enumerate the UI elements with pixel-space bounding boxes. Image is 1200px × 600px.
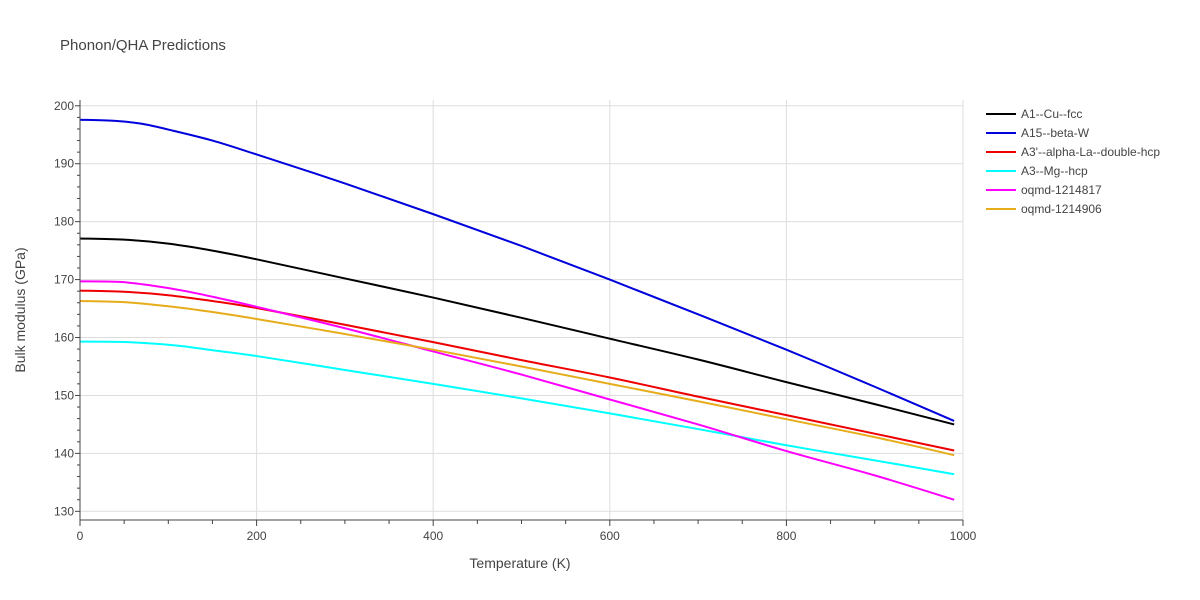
series-line-5[interactable] — [79, 300, 955, 457]
legend-label: A1--Cu--fcc — [1021, 107, 1082, 121]
y-tick-label: 150 — [54, 388, 74, 402]
plot-area — [79, 118, 955, 501]
y-tick-label: 170 — [54, 273, 74, 287]
legend-label: A15--beta-W — [1021, 126, 1090, 140]
y-tick-label: 190 — [54, 157, 74, 171]
x-axis-title: Temperature (K) — [469, 555, 570, 571]
y-tick-label: 160 — [54, 331, 74, 345]
legend-label: oqmd-1214817 — [1021, 183, 1102, 197]
legend-item-2[interactable]: A3'--alpha-La--double-hcp — [986, 145, 1160, 159]
legend-label: A3'--alpha-La--double-hcp — [1021, 145, 1160, 159]
legend-label: A3--Mg--hcp — [1021, 164, 1088, 178]
series-line-4[interactable] — [79, 280, 955, 501]
legend-item-0[interactable]: A1--Cu--fcc — [986, 107, 1082, 121]
series-line-1[interactable] — [79, 118, 955, 422]
legend-item-1[interactable]: A15--beta-W — [986, 126, 1090, 140]
series-line-3[interactable] — [79, 340, 955, 476]
series-line-2[interactable] — [79, 289, 955, 452]
grid-lines — [80, 100, 964, 520]
legend-label: oqmd-1214906 — [1021, 202, 1102, 216]
legend-item-4[interactable]: oqmd-1214817 — [986, 183, 1102, 197]
legend[interactable]: A1--Cu--fcc A15--beta-W A3'--alpha-La--dou… — [986, 107, 1160, 216]
x-tick-label: 600 — [600, 529, 620, 543]
x-tick-label: 800 — [776, 529, 796, 543]
x-tick-label: 200 — [247, 529, 267, 543]
legend-item-5[interactable]: oqmd-1214906 — [986, 202, 1102, 216]
legend-item-3[interactable]: A3--Mg--hcp — [986, 164, 1088, 178]
tick-labels: 0 200 400 600 800 1000 130 140 150 160 170 180 190 20… — [54, 99, 977, 543]
chart-title: Phonon/QHA Predictions — [60, 37, 226, 54]
x-tick-label: 400 — [423, 529, 443, 543]
x-tick-label: 0 — [77, 529, 84, 543]
axes — [75, 100, 964, 526]
y-tick-label: 180 — [54, 215, 74, 229]
y-axis-title: Bulk modulus (GPa) — [12, 247, 28, 372]
x-tick-label: 1000 — [950, 529, 977, 543]
y-tick-label: 200 — [54, 99, 74, 113]
y-tick-label: 140 — [54, 446, 74, 460]
y-tick-label: 130 — [54, 504, 74, 518]
series-line-0[interactable] — [79, 237, 955, 426]
